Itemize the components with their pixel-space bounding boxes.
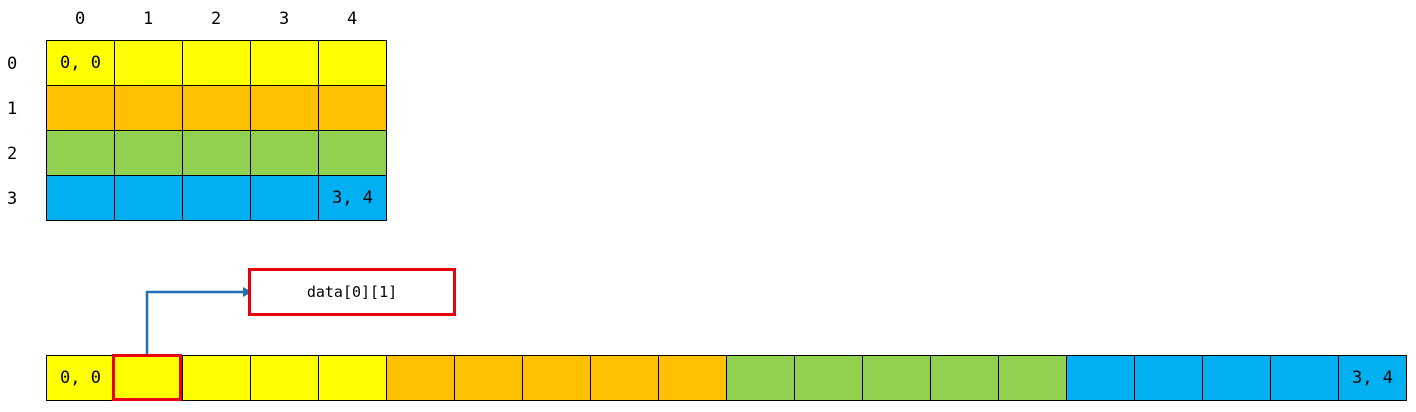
grid-cell-3-3 [251,176,319,221]
grid-cell-3-0 [47,176,115,221]
two-d-array-grid: 0, 0 3, 4 [46,40,387,221]
grid-cell-2-4 [319,131,387,176]
grid-cell-2-1 [115,131,183,176]
strip-cell-9 [659,356,727,401]
strip-cell-15 [1067,356,1135,401]
grid-cell-3-1 [115,176,183,221]
strip-cell-19: 3, 4 [1339,356,1407,401]
row-label-0: 0 [7,54,18,74]
row-label-3: 3 [7,189,18,209]
col-label-0: 0 [75,9,86,29]
grid-cell-1-4 [319,86,387,131]
strip-cell-0: 0, 0 [47,356,115,401]
strip-cell-2 [183,356,251,401]
strip-cell-3 [251,356,319,401]
index-label-box: data[0][1] [248,268,456,316]
grid-cell-1-3 [251,86,319,131]
row-label-2: 2 [7,144,18,164]
strip-cell-13 [931,356,999,401]
grid-cell-1-0 [47,86,115,131]
grid-cell-2-0 [47,131,115,176]
grid-cell-0-4 [319,41,387,86]
grid-cell-0-1 [115,41,183,86]
strip-cell-4 [319,356,387,401]
grid-cell-2-2 [183,131,251,176]
row-label-1: 1 [7,99,18,119]
grid-cell-0-0: 0, 0 [47,41,115,86]
strip-cell-17 [1203,356,1271,401]
grid-cell-0-2 [183,41,251,86]
grid-cell-1-2 [183,86,251,131]
strip-cell-12 [863,356,931,401]
grid-cell-3-4: 3, 4 [319,176,387,221]
strip-cell-7 [523,356,591,401]
strip-cell-16 [1135,356,1203,401]
highlighted-cell [112,354,182,401]
col-label-1: 1 [143,9,154,29]
strip-cell-8 [591,356,659,401]
col-label-4: 4 [347,9,358,29]
grid-cell-3-2 [183,176,251,221]
strip-cell-1 [115,356,183,401]
grid-cell-0-3 [251,41,319,86]
col-label-2: 2 [211,9,222,29]
strip-cell-5 [387,356,455,401]
col-label-3: 3 [279,9,290,29]
grid-cell-1-1 [115,86,183,131]
strip-cell-10 [727,356,795,401]
strip-cell-6 [455,356,523,401]
flat-array-strip: 0, 0 3, 4 [46,355,1407,401]
strip-cell-18 [1271,356,1339,401]
grid-cell-2-3 [251,131,319,176]
strip-cell-14 [999,356,1067,401]
index-label: data[0][1] [306,283,398,301]
strip-cell-11 [795,356,863,401]
